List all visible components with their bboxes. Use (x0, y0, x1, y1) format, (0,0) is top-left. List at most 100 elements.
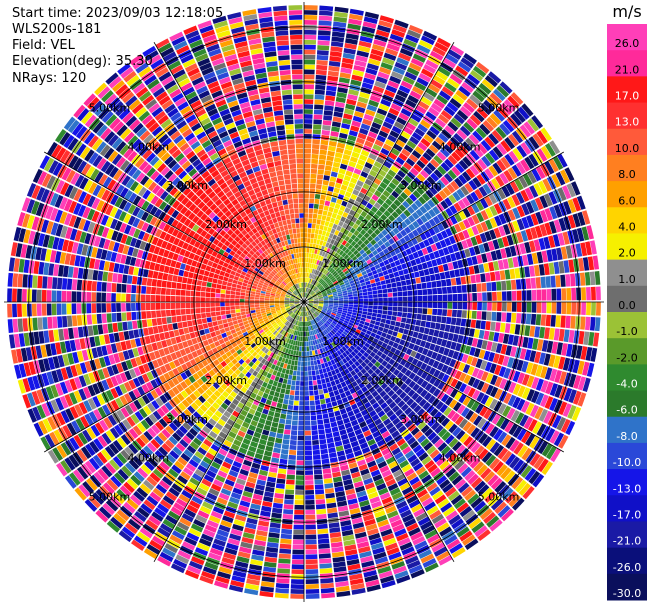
velocity-gate (170, 337, 177, 345)
velocity-gate (460, 318, 467, 327)
velocity-gate (294, 509, 304, 515)
velocity-gate (319, 326, 323, 332)
velocity-gate (345, 315, 351, 320)
velocity-gate (396, 216, 404, 224)
velocity-gate (392, 523, 405, 533)
velocity-gate (113, 424, 124, 436)
velocity-gate (328, 354, 334, 361)
velocity-gate (196, 378, 204, 386)
velocity-gate (353, 230, 360, 237)
velocity-gate (467, 365, 475, 376)
velocity-gate (295, 380, 300, 386)
velocity-gate (318, 278, 323, 283)
velocity-gate (355, 378, 363, 385)
velocity-gate (202, 501, 214, 510)
velocity-gate (441, 86, 454, 97)
velocity-gate (361, 560, 375, 568)
velocity-gate (517, 372, 526, 384)
velocity-gate (351, 312, 357, 316)
velocity-gate (467, 376, 476, 387)
velocity-gate (325, 95, 336, 102)
velocity-gate (383, 52, 397, 61)
velocity-gate (327, 507, 338, 514)
velocity-gate (320, 144, 328, 151)
velocity-gate (71, 420, 81, 434)
velocity-gate (440, 256, 447, 264)
velocity-gate (328, 65, 340, 72)
velocity-gate (179, 348, 187, 357)
velocity-gate (391, 190, 400, 199)
velocity-gate (218, 448, 228, 457)
velocity-gate (253, 345, 259, 351)
velocity-gate (144, 416, 154, 427)
velocity-gate (345, 326, 351, 332)
velocity-gate (524, 156, 535, 170)
velocity-gate (175, 428, 185, 438)
velocity-gate (272, 314, 278, 318)
velocity-gate (429, 509, 442, 520)
velocity-gate (336, 399, 343, 406)
velocity-gate (322, 120, 332, 126)
velocity-gate (269, 352, 275, 358)
velocity-gate (394, 276, 401, 282)
velocity-gate (304, 455, 313, 461)
velocity-gate (417, 302, 423, 308)
velocity-gate (466, 284, 472, 293)
velocity-gate (414, 540, 428, 550)
velocity-gate (205, 344, 212, 352)
velocity-gate (487, 474, 499, 487)
velocity-gate (319, 286, 324, 291)
velocity-gate (552, 234, 561, 247)
velocity-gate (336, 356, 342, 362)
velocity-gate (577, 392, 587, 407)
velocity-gate (304, 5, 318, 11)
velocity-gate (267, 436, 276, 443)
velocity-gate (324, 165, 332, 171)
velocity-gate (391, 447, 401, 456)
velocity-gate (506, 302, 512, 312)
velocity-gate (427, 308, 433, 315)
velocity-gate (381, 367, 389, 375)
velocity-gate (275, 318, 280, 323)
velocity-gate (159, 499, 172, 510)
velocity-gate (286, 308, 291, 311)
velocity-gate (399, 47, 414, 57)
velocity-gate (166, 453, 177, 464)
velocity-gate (429, 408, 439, 417)
velocity-gate (225, 351, 232, 358)
velocity-gate (295, 320, 298, 326)
velocity-gate (335, 214, 342, 221)
velocity-gate (464, 327, 470, 336)
velocity-gate (440, 109, 453, 121)
velocity-gate (274, 365, 280, 372)
velocity-gate (400, 383, 408, 391)
velocity-gate (373, 354, 380, 361)
velocity-gate (112, 492, 125, 505)
velocity-gate (548, 354, 556, 368)
velocity-gate (280, 372, 285, 379)
velocity-gate (305, 539, 317, 545)
velocity-gate (355, 270, 361, 275)
velocity-gate (355, 328, 362, 334)
velocity-gate (385, 370, 393, 378)
velocity-gate (378, 20, 393, 29)
velocity-gate (305, 544, 317, 550)
velocity-gate (378, 250, 385, 257)
velocity-gate (171, 483, 183, 493)
velocity-gate (395, 321, 401, 327)
velocity-gate (369, 53, 382, 62)
velocity-gate (353, 267, 360, 272)
velocity-gate (217, 356, 224, 363)
velocity-gate (271, 512, 282, 519)
velocity-gate (432, 46, 446, 57)
velocity-gate (322, 125, 331, 131)
velocity-gate (377, 357, 384, 364)
velocity-gate (379, 181, 388, 190)
velocity-gate (509, 268, 516, 279)
velocity-gate (483, 471, 496, 483)
velocity-gate (447, 262, 454, 271)
velocity-gate (307, 296, 312, 300)
velocity-gate (341, 314, 347, 318)
velocity-gate (385, 422, 395, 430)
velocity-gate (88, 457, 100, 471)
